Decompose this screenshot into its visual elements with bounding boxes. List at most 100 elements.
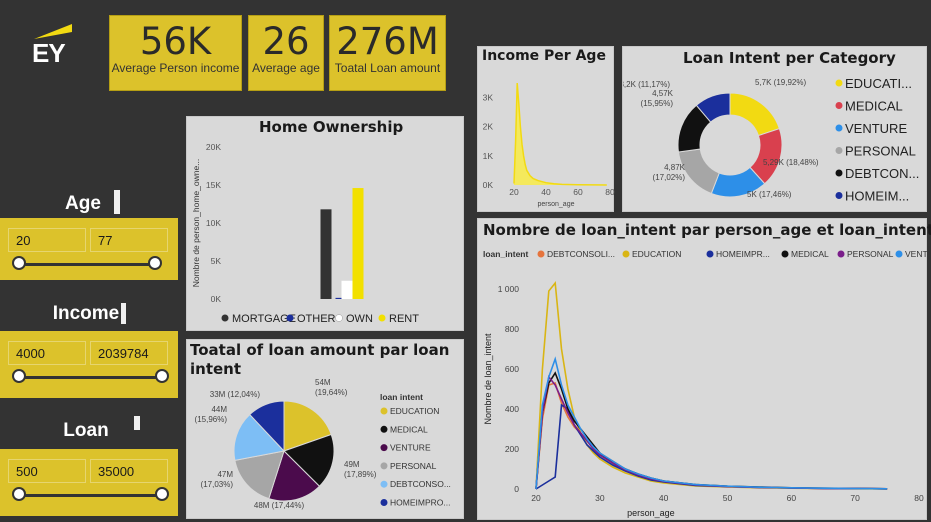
y-tick-label: 1K [483, 151, 494, 161]
y-tick-label: 20K [206, 142, 221, 152]
income-max-input[interactable]: 2039784 [90, 341, 168, 365]
loan-slicer: 500 35000 [0, 449, 178, 516]
legend-marker [335, 314, 343, 322]
y-tick-label: 0K [483, 180, 494, 190]
legend-label: EDUCATION [632, 249, 681, 259]
kpi-value: 56K [139, 20, 212, 63]
pie-data-label: 54M [315, 378, 331, 387]
legend-label: MEDICAL [845, 99, 903, 114]
donut-data-label: 4,57K [652, 89, 674, 98]
x-axis-label: person_age [627, 508, 675, 518]
x-tick-label: 80 [914, 493, 924, 503]
legend-marker [835, 102, 843, 109]
ey-logo: EY [28, 20, 80, 72]
series-line-medical [535, 371, 888, 490]
loan-min-handle[interactable] [12, 487, 26, 501]
pie-slice-debtconsolidation [233, 413, 285, 461]
bar-mortgage [320, 209, 332, 299]
pie-slice-venture [268, 450, 321, 502]
pie-data-label: 44M [211, 405, 227, 414]
age-slicer-handle-icon[interactable] [114, 190, 120, 214]
loan-slicer-handle-icon[interactable] [134, 416, 140, 430]
legend-title: loan intent [380, 392, 423, 402]
logo-text: EY [32, 38, 66, 68]
kpi-label: Average Person income [111, 61, 240, 75]
age-slicer: 20 77 [0, 218, 178, 280]
legend-label: EDUCATI... [845, 76, 912, 91]
age-max-handle[interactable] [148, 256, 162, 270]
loan-max-input[interactable]: 35000 [90, 459, 168, 483]
income-range-track [18, 376, 156, 379]
y-tick-label: 600 [505, 364, 519, 374]
age-min-handle[interactable] [12, 256, 26, 270]
pie-data-label-pct: (17,03%) [201, 480, 234, 489]
donut-slice-homeimprovement [695, 92, 731, 123]
loan-intent-donut-chart: 5,7K (19,92%) 5,29K (18,48%) 5K (17,46%) 4,… [623, 76, 919, 204]
legend-marker [837, 250, 845, 258]
age-min-input[interactable]: 20 [8, 228, 86, 252]
y-tick-label: 15K [206, 180, 221, 190]
pie-data-label: 33M (12,04%) [210, 390, 261, 399]
loan-intent-age-panel: Nombre de loan_intent par person_age et … [477, 218, 931, 520]
donut-data-label: 5K (17,46%) [747, 190, 792, 199]
x-tick-label: 80 [605, 187, 615, 197]
x-tick-label: 20 [531, 493, 541, 503]
logo-beam-icon [34, 24, 72, 39]
y-tick-label: 200 [505, 444, 519, 454]
legend-label: DEBTCONSO... [390, 479, 451, 489]
legend-label: VENTURE [905, 249, 928, 259]
y-tick-label: 0K [211, 294, 222, 304]
income-slicer-handle-icon[interactable] [121, 303, 126, 324]
home-ownership-panel: Home Ownership 0K 5K 10K 15K 20K Nombre de pe… [186, 116, 464, 331]
loan-intent-age-line-chart: 0 200 400 600 800 1 000 20 30 40 50 60 70 80 person_a… [483, 249, 928, 518]
series-line-venture [535, 356, 888, 490]
legend-marker [378, 314, 386, 322]
kpi-label: Toatal Loan amount [334, 61, 441, 75]
legend-title: loan_intent [483, 249, 529, 259]
home-ownership-chart: 0K 5K 10K 15K 20K Nombre de person_home_owne.… [191, 142, 419, 325]
legend-marker [706, 250, 714, 258]
income-min-handle[interactable] [12, 369, 26, 383]
kpi-avg-income: 56K Average Person income [109, 15, 242, 91]
legend-label: EDUCATION [390, 406, 439, 416]
income-min-input[interactable]: 4000 [8, 341, 86, 365]
legend-label: VENTURE [390, 443, 431, 453]
legend-marker [895, 250, 903, 258]
bar-other [335, 297, 347, 299]
legend-marker [622, 250, 630, 258]
legend-label: DEBTCONSOLI... [547, 249, 615, 259]
y-tick-label: 2K [483, 122, 494, 132]
income-per-age-panel: Income Per Age 0K 1K 2K 3K 20 40 60 80 person_ag… [477, 46, 615, 212]
legend-label: HOMEIM... [845, 189, 909, 204]
y-tick-label: 5K [211, 256, 222, 266]
legend-marker [380, 425, 388, 433]
pie-slice-personal [234, 450, 285, 500]
legend-label: MEDICAL [791, 249, 829, 259]
income-max-handle[interactable] [155, 369, 169, 383]
x-tick-label: 20 [509, 187, 519, 197]
legend-label: MEDICAL [390, 424, 428, 434]
y-tick-label: 0 [514, 484, 519, 494]
series-line-education [535, 280, 888, 490]
pie-data-label: 47M [217, 470, 233, 479]
x-tick-label: 70 [850, 493, 860, 503]
loan-slicer-title: Loan [63, 420, 109, 441]
legend-label: HOMEIMPRO... [390, 498, 450, 508]
loan-intent-age-title: Nombre de loan_intent par person_age et … [483, 221, 931, 239]
income-per-age-title: Income Per Age [482, 48, 606, 64]
loan-intent-category-panel: Loan Intent per Category 5,7K (19,92%) 5,… [622, 46, 927, 212]
loan-min-input[interactable]: 500 [8, 459, 86, 483]
x-tick-label: 60 [787, 493, 797, 503]
legend-label: MORTGAGE [232, 313, 296, 325]
age-max-input[interactable]: 77 [90, 228, 168, 252]
y-tick-label: 400 [505, 404, 519, 414]
loan-max-handle[interactable] [155, 487, 169, 501]
pie-data-label-pct: (17,89%) [344, 470, 377, 479]
y-axis-label: Nombre de loan_intent [483, 333, 493, 425]
y-tick-label: 10K [206, 218, 221, 228]
kpi-label: Average age [252, 61, 320, 75]
legend-label: DEBTCON... [845, 166, 919, 181]
legend-label: PERSONAL [847, 249, 894, 259]
legend-label: PERSONAL [845, 144, 916, 159]
loan-intent-category-title: Loan Intent per Category [683, 49, 896, 67]
